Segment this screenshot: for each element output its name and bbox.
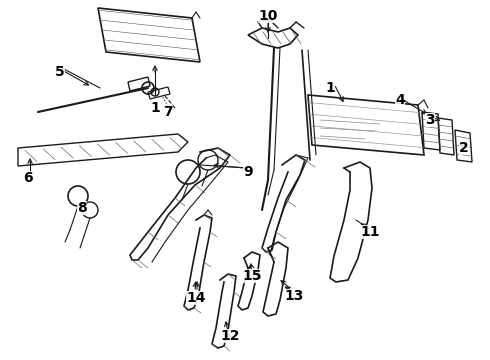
- Text: 15: 15: [242, 269, 262, 283]
- Text: 12: 12: [220, 329, 240, 343]
- Text: 11: 11: [360, 225, 380, 239]
- Text: 4: 4: [395, 93, 405, 107]
- Text: 14: 14: [186, 291, 206, 305]
- Text: 13: 13: [284, 289, 304, 303]
- Text: 3: 3: [425, 113, 435, 127]
- Text: 8: 8: [77, 201, 87, 215]
- Text: 9: 9: [243, 165, 253, 179]
- Text: 2: 2: [459, 141, 469, 155]
- Text: 6: 6: [23, 171, 33, 185]
- Text: 1: 1: [325, 81, 335, 95]
- Text: 1: 1: [150, 101, 160, 115]
- Text: 10: 10: [258, 9, 278, 23]
- Text: 7: 7: [163, 105, 173, 119]
- Text: 5: 5: [55, 65, 65, 79]
